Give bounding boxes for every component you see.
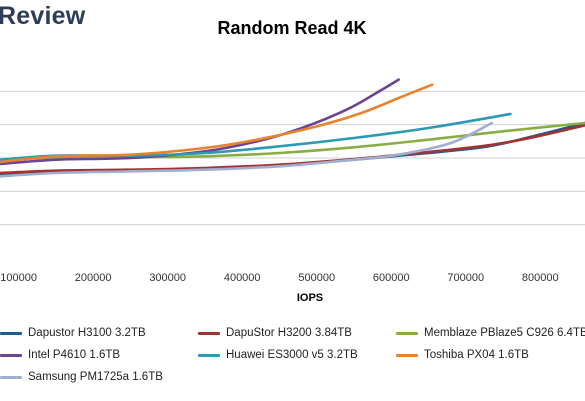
x-axis-ticks: 100000 200000 300000 400000 500000 600000 7000… — [0, 272, 558, 284]
legend-item: Dapustor H3100 3.2TB — [0, 327, 146, 339]
x-tick-label: 300000 — [149, 272, 186, 284]
x-tick-label: 700000 — [447, 272, 484, 284]
legend-swatch — [0, 375, 22, 379]
legend-label: Intel P4610 1.6TB — [28, 349, 121, 361]
legend-item: Intel P4610 1.6TB — [0, 349, 120, 361]
legend-swatch — [198, 331, 220, 335]
series-lines — [0, 78, 585, 178]
chart-title: Random Read 4K — [217, 18, 366, 38]
legend-swatch — [0, 353, 22, 357]
legend-item: DapuStor H3200 3.84TB — [198, 327, 352, 339]
x-tick-label: 600000 — [373, 272, 410, 284]
legend-item: Memblaze PBlaze5 C926 6.4TB — [396, 327, 585, 339]
chart-legend: Dapustor H3100 3.2TB DapuStor H3200 3.84T… — [0, 322, 585, 392]
series-line-2 — [0, 124, 585, 175]
legend-label: DapuStor H3200 3.84TB — [226, 327, 352, 339]
legend-item: Samsung PM1725a 1.6TB — [0, 371, 163, 383]
series-line-4 — [0, 78, 400, 166]
legend-swatch — [396, 353, 418, 357]
brand-logo: Review — [0, 2, 86, 30]
x-tick-label: 400000 — [224, 272, 261, 284]
line-chart: Random Read 4K 100000 200000 300000 400000 5… — [0, 18, 585, 304]
series-line-7 — [0, 121, 494, 178]
x-tick-label: 800000 — [522, 272, 559, 284]
x-tick-label: 500000 — [298, 272, 335, 284]
x-axis-label: IOPS — [297, 292, 323, 304]
series-line-6 — [0, 83, 434, 164]
legend-swatch — [396, 331, 418, 335]
legend-label: Dapustor H3100 3.2TB — [28, 327, 146, 339]
legend-label: Memblaze PBlaze5 C926 6.4TB — [424, 327, 585, 339]
x-tick-label: 200000 — [75, 272, 112, 284]
legend-label: Toshiba PX04 1.6TB — [424, 349, 529, 361]
legend-item: Huawei ES3000 v5 3.2TB — [198, 349, 358, 361]
legend-swatch — [198, 353, 220, 357]
legend-label: Samsung PM1725a 1.6TB — [28, 371, 163, 383]
legend-item: Toshiba PX04 1.6TB — [396, 349, 529, 361]
legend-swatch — [0, 331, 22, 335]
legend-label: Huawei ES3000 v5 3.2TB — [226, 349, 358, 361]
x-tick-label: 100000 — [0, 272, 37, 284]
series-line-3 — [0, 121, 585, 162]
